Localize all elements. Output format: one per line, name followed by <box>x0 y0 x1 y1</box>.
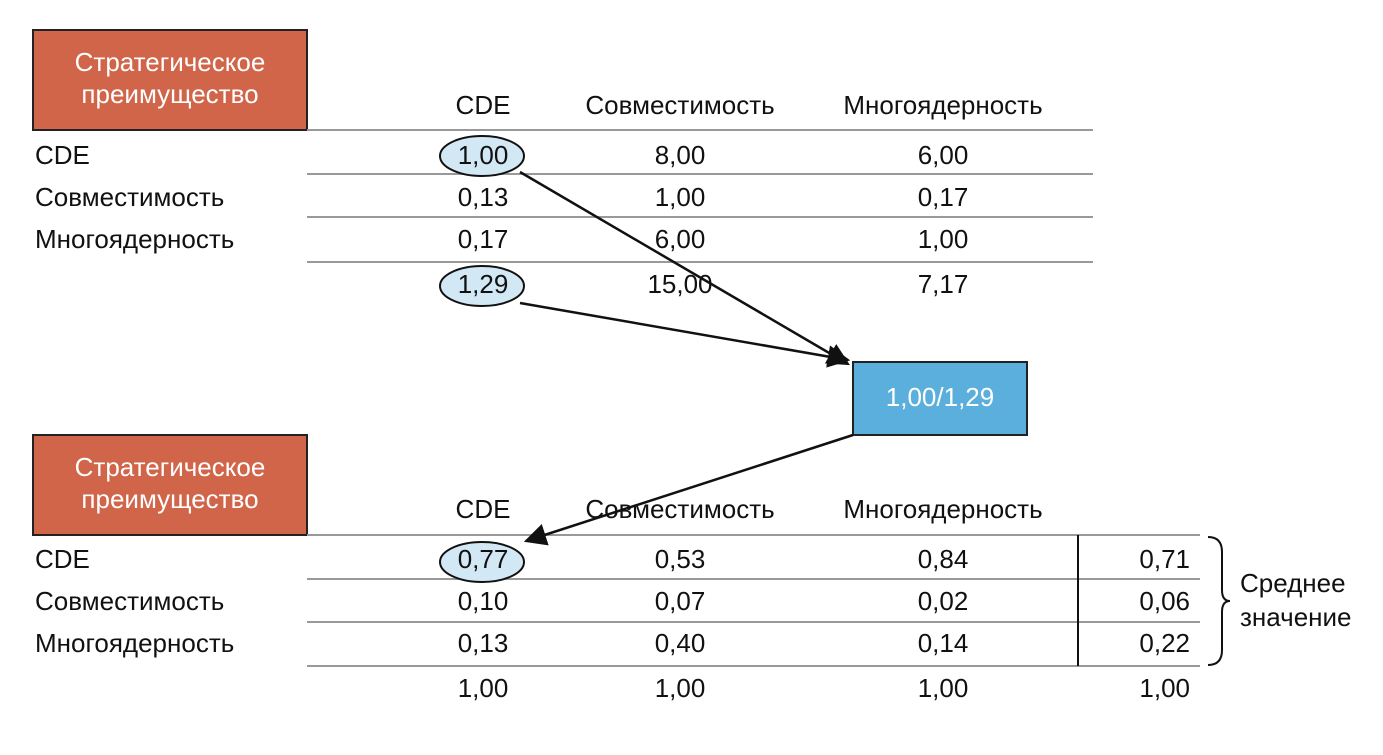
total-cell: 1,29 <box>458 269 509 299</box>
box-title: Стратегическое <box>75 452 266 482</box>
cell: 0,13 <box>458 628 509 658</box>
total-cell: 1,00 <box>918 673 969 703</box>
cell: 0,07 <box>655 586 706 616</box>
cell: 0,40 <box>655 628 706 658</box>
column-header: Совместимость <box>585 90 774 120</box>
cell: 1,00 <box>458 140 509 170</box>
highlight <box>439 541 525 583</box>
box-title: преимущество <box>81 79 258 109</box>
column-header: CDE <box>456 90 511 120</box>
cell: 0,53 <box>655 544 706 574</box>
cell: 0,77 <box>458 544 509 574</box>
cell: 8,00 <box>655 140 706 170</box>
row-label: Совместимость <box>35 182 224 212</box>
average-cell: 0,71 <box>1139 544 1190 574</box>
cell: 1,00 <box>918 224 969 254</box>
cell: 0,13 <box>458 182 509 212</box>
column-header: CDE <box>456 494 511 524</box>
average-total: 1,00 <box>1139 673 1190 703</box>
title-box <box>32 434 308 536</box>
formula: 1,00/1,29 <box>886 382 994 412</box>
column-header: Совместимость <box>585 494 774 524</box>
row-label: CDE <box>35 544 90 574</box>
title-box <box>32 29 308 131</box>
average-label: значение <box>1240 602 1352 632</box>
total-cell: 1,00 <box>655 673 706 703</box>
cell: 0,84 <box>918 544 969 574</box>
total-cell: 7,17 <box>918 269 969 299</box>
total-cell: 15,00 <box>647 269 712 299</box>
column-header: Многоядерность <box>843 494 1042 524</box>
cell: 6,00 <box>655 224 706 254</box>
cell: 0,17 <box>458 224 509 254</box>
row-label: Совместимость <box>35 586 224 616</box>
arrows <box>519 170 854 546</box>
brace <box>1207 536 1231 666</box>
cell: 0,17 <box>918 182 969 212</box>
average-cell: 0,06 <box>1139 586 1190 616</box>
highlight <box>439 135 525 177</box>
row-label: Многоядерность <box>35 224 234 254</box>
average-cell: 0,22 <box>1139 628 1190 658</box>
cell: 0,14 <box>918 628 969 658</box>
cell: 6,00 <box>918 140 969 170</box>
average-label: Среднее <box>1240 568 1346 598</box>
total-cell: 1,00 <box>458 673 509 703</box>
row-label: CDE <box>35 140 90 170</box>
formula-box <box>852 361 1028 436</box>
bottom-rules <box>307 534 1200 667</box>
box-title: преимущество <box>81 484 258 514</box>
row-label: Многоядерность <box>35 628 234 658</box>
cell: 0,10 <box>458 586 509 616</box>
column-header: Многоядерность <box>843 90 1042 120</box>
highlight <box>439 265 525 307</box>
top-rules <box>307 129 1093 263</box>
cell: 0,02 <box>918 586 969 616</box>
cell: 1,00 <box>655 182 706 212</box>
box-title: Стратегическое <box>75 47 266 77</box>
